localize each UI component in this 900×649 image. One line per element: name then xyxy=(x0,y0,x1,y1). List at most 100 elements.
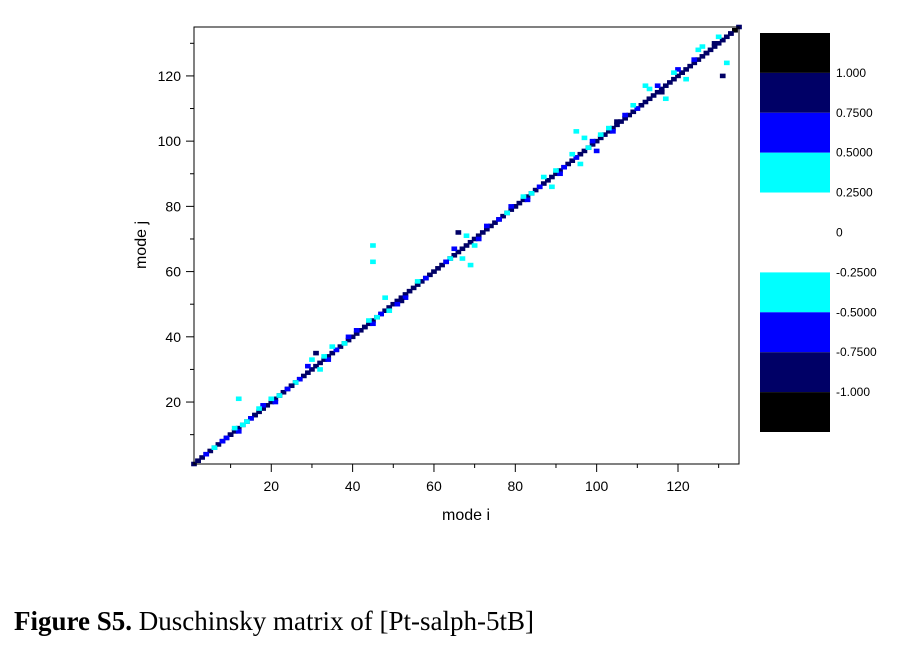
heatmap-cell xyxy=(496,217,502,222)
heatmap-diagonal-cell xyxy=(439,262,445,268)
heatmap-cell xyxy=(386,308,393,314)
heatmap-diagonal-cell xyxy=(337,344,344,349)
heatmap-cell xyxy=(642,83,649,88)
heatmap-cell xyxy=(219,438,226,444)
heatmap-diagonal-cell xyxy=(199,455,205,460)
colorbar-band xyxy=(760,312,830,353)
heatmap-diagonal-cell xyxy=(597,135,604,141)
heatmap-cell xyxy=(317,367,323,372)
heatmap-diagonal-cell xyxy=(553,171,559,177)
colorbar-band xyxy=(760,352,830,393)
heatmap-diagonal-cell xyxy=(309,367,315,372)
heatmap-cell xyxy=(597,132,604,137)
heatmap-cell xyxy=(463,233,470,238)
colorbar-band xyxy=(760,192,830,273)
heatmap-cell xyxy=(256,406,262,411)
y-tick-label: 120 xyxy=(158,68,182,84)
heatmap-cell xyxy=(239,422,246,428)
heatmap-diagonal-cell xyxy=(272,396,279,402)
heatmap-diagonal-cell xyxy=(671,76,677,82)
heatmap-diagonal-cell xyxy=(610,125,616,131)
heatmap-diagonal-cell xyxy=(268,399,275,405)
heatmap-cell xyxy=(614,119,620,124)
heatmap-diagonal-cell xyxy=(260,406,266,411)
heatmap-diagonal-cell xyxy=(357,328,364,333)
heatmap-cell xyxy=(610,129,616,134)
colorbar-tick-label: 0.2500 xyxy=(836,186,873,200)
heatmap-diagonal-cell xyxy=(638,102,645,108)
heatmap-cell xyxy=(443,259,450,265)
heatmap-diagonal-cell xyxy=(427,272,433,278)
heatmap-cell xyxy=(455,230,462,235)
heatmap-cell xyxy=(577,161,584,167)
x-tick-label: 20 xyxy=(263,478,279,494)
heatmap-cell xyxy=(569,151,576,157)
heatmap-cell xyxy=(711,41,718,46)
heatmap-diagonal-cell xyxy=(317,360,323,366)
x-tick-label: 80 xyxy=(508,478,524,494)
heatmap-diagonal-cell xyxy=(459,246,466,252)
heatmap-diagonal-cell xyxy=(471,236,478,242)
heatmap-diagonal-cell xyxy=(630,109,637,115)
heatmap-diagonal-cell xyxy=(662,83,669,88)
colorbar-tick-label: -0.5000 xyxy=(836,305,877,319)
x-tick-label: 100 xyxy=(585,478,609,494)
colorbar-tick-label: 0.5000 xyxy=(836,146,873,160)
heatmap-cell xyxy=(244,419,250,424)
heatmap-diagonal-cell xyxy=(231,429,238,434)
colorbar-band xyxy=(760,112,830,153)
heatmap-diagonal-cell xyxy=(435,266,441,271)
heatmap-diagonal-cell xyxy=(532,187,539,193)
heatmap-diagonal-cell xyxy=(349,334,356,340)
heatmap-diagonal-cell xyxy=(418,279,425,284)
heatmap-cell xyxy=(272,399,279,405)
heatmap-cell xyxy=(589,138,596,144)
heatmap-diagonal-cell xyxy=(711,44,718,49)
heatmap-cell xyxy=(630,102,637,108)
heatmap-diagonal-cell xyxy=(601,132,608,137)
heatmap-cell xyxy=(447,256,454,261)
heatmap-diagonal-cell xyxy=(467,239,474,245)
heatmap-diagonal-cell xyxy=(540,181,547,186)
heatmap-cell xyxy=(333,347,340,353)
heatmap-cell xyxy=(305,363,311,369)
heatmap-diagonal-cell xyxy=(264,403,271,408)
heatmap-diagonal-cell xyxy=(557,168,563,173)
heatmap-diagonal-cell xyxy=(305,370,311,375)
heatmap-cell xyxy=(671,70,677,75)
heatmap-cell xyxy=(276,393,283,398)
x-axis-label: mode i xyxy=(442,507,490,524)
y-tick-label: 60 xyxy=(165,264,181,280)
heatmap-cell xyxy=(483,223,490,229)
colorbar-band xyxy=(760,392,830,432)
heatmap-diagonal-cell xyxy=(699,54,706,59)
heatmap-diagonal-cell xyxy=(215,442,222,447)
heatmap-diagonal-cell xyxy=(691,60,698,66)
heatmap-cell xyxy=(728,31,734,36)
heatmap-diagonal-cell xyxy=(410,285,417,291)
heatmap-diagonal-cell xyxy=(431,269,437,274)
heatmap-diagonal-cell xyxy=(520,197,527,203)
heatmap-cell xyxy=(361,324,368,330)
heatmap-cell xyxy=(512,204,519,209)
heatmap-cell xyxy=(634,106,641,111)
heatmap-diagonal-cell xyxy=(715,41,722,46)
x-tick-label: 40 xyxy=(345,478,361,494)
heatmap-diagonal-cell xyxy=(382,308,389,314)
heatmap-cell xyxy=(451,246,458,252)
heatmap-diagonal-cell xyxy=(581,148,588,154)
heatmap-diagonal-cell xyxy=(414,282,421,287)
heatmap-diagonal-cell xyxy=(622,116,628,121)
figure-caption-label: Figure S5. xyxy=(14,606,133,636)
heatmap-cell xyxy=(345,334,352,340)
heatmap-cell xyxy=(296,376,303,382)
colorbar-tick-label: 0.7500 xyxy=(836,106,873,120)
heatmap-cell xyxy=(382,295,389,300)
heatmap-cell xyxy=(646,86,653,92)
heatmap-diagonal-cell xyxy=(565,161,572,167)
heatmap-cell xyxy=(695,47,702,53)
heatmap-diagonal-cell xyxy=(695,57,702,62)
heatmap-cell xyxy=(321,354,327,359)
heatmap-diagonal-cell xyxy=(654,89,661,95)
heatmap-cell xyxy=(223,435,230,441)
